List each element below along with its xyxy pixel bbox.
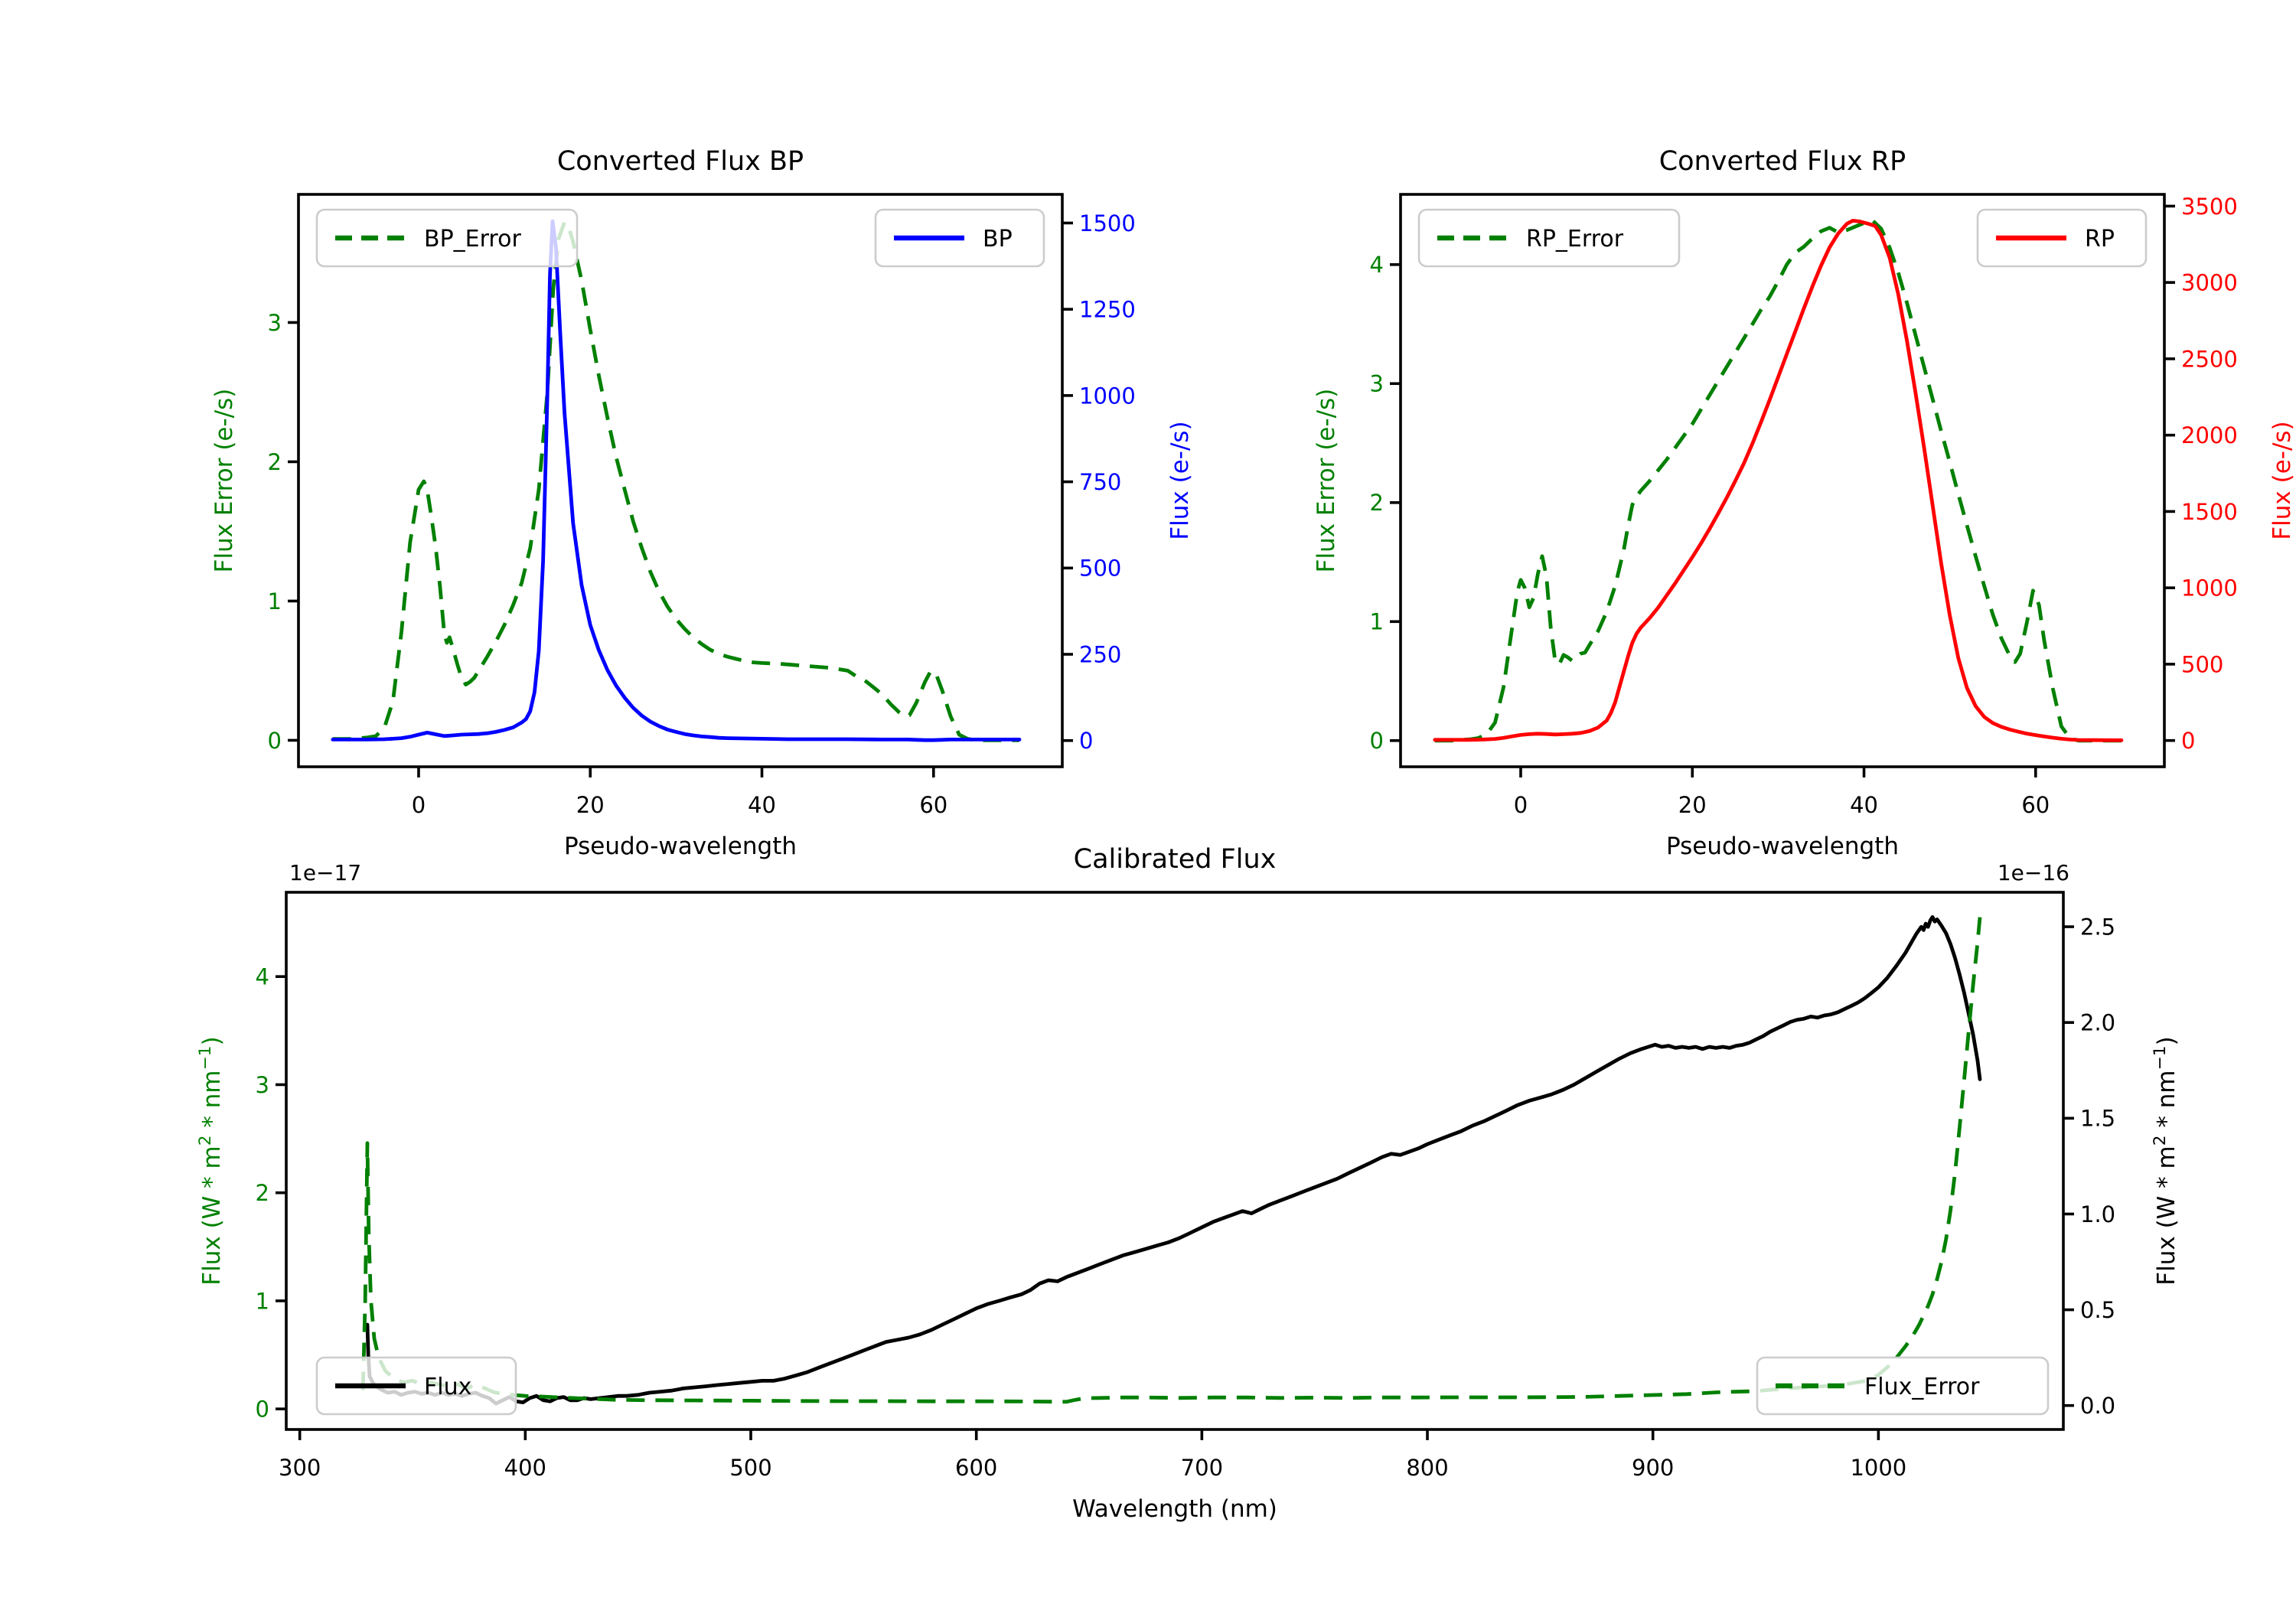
converted-flux-rp-ylabel-left: Flux Error (e-/s): [1313, 389, 1340, 573]
subplot-calibrated-flux: 300 400 500 600 700 800 900 1000 0 1 2 3 4 Flux (W * …: [196, 844, 2180, 1523]
x-tick-label: 600: [955, 1455, 997, 1481]
x-tick-label: 1000: [1850, 1455, 1906, 1481]
y-tick-label: 0.0: [2080, 1393, 2115, 1419]
x-tick-label: 20: [1678, 792, 1707, 818]
legend-box-BP_Error: [315, 208, 579, 268]
x-tick-label: 40: [1850, 792, 1878, 818]
legend-box-RP_Error: [1417, 208, 1681, 268]
y-tick-label: 4: [256, 964, 269, 990]
y-tick-label: 2.0: [2080, 1010, 2115, 1036]
y-tick-label: 500: [2181, 651, 2223, 677]
y-tick-label: 2000: [2181, 422, 2238, 448]
x-tick-label: 400: [504, 1455, 546, 1481]
y-tick-label: 2: [1370, 490, 1384, 516]
calibrated-flux-ylabel-left: Flux (W * m2 * nm−1): [196, 1036, 226, 1285]
converted-flux-bp-xlabel: Pseudo-wavelength: [564, 833, 797, 860]
subplot-converted-flux-rp: 0 20 40 60 0 1 2 3 4 Flux Error (e-/s) 0 500 1000 150…: [1313, 146, 2296, 860]
calibrated-flux-frame: [285, 891, 2065, 1431]
x-tick-label: 0: [1514, 792, 1528, 818]
y-tick-label: 0: [2181, 728, 2195, 754]
y-tick-label: 0: [1370, 728, 1384, 754]
converted-flux-rp-title: Converted Flux RP: [1659, 146, 1906, 177]
y-tick-label: 1000: [1079, 383, 1136, 409]
series-Flux: [365, 915, 1982, 1406]
converted-flux-bp-title: Converted Flux BP: [557, 146, 804, 177]
legend-box-Flux: [315, 1356, 517, 1416]
y-tick-label: 1500: [2181, 499, 2238, 525]
x-tick-label: 900: [1632, 1455, 1674, 1481]
calibrated-flux-ylabel-right: Flux (W * m2 * nm−1): [2151, 1036, 2180, 1285]
y-tick-label: 2.5: [2080, 914, 2115, 940]
series-RP: [1433, 218, 2124, 742]
converted-flux-bp-frame: [297, 193, 1064, 768]
y-tick-label: 750: [1079, 469, 1121, 495]
converted-flux-bp-ylabel-right: Flux (e-/s): [1166, 421, 1194, 539]
x-tick-label: 40: [748, 792, 776, 818]
y-tick-label: 1250: [1079, 297, 1136, 323]
converted-flux-rp-ylabel-right: Flux (e-/s): [2268, 421, 2296, 539]
y-tick-label: 1: [268, 588, 282, 614]
legend-label-RP: RP: [2085, 226, 2115, 253]
y-tick-label: 1: [256, 1288, 269, 1314]
series-BP: [331, 219, 1022, 742]
series-BP_Error: [332, 220, 1019, 742]
calibrated-flux-offset-left: 1e−17: [289, 860, 361, 885]
y-tick-label: 2: [256, 1180, 269, 1206]
y-tick-label: 3: [268, 310, 282, 336]
y-tick-label: 1: [1370, 609, 1384, 635]
series-RP_Error: [1434, 218, 2122, 743]
calibrated-flux-offset-right: 1e−16: [1998, 860, 2069, 885]
subplot-converted-flux-bp: 0 20 40 60 0 1 2 3 Flux Error (e-/s) 0 250 500 750 10…: [210, 146, 1194, 860]
x-tick-label: 0: [412, 792, 426, 818]
y-tick-label: 4: [1370, 252, 1384, 278]
legend-label-RP_Error: RP_Error: [1526, 226, 1624, 253]
y-tick-label: 0.5: [2080, 1297, 2115, 1323]
converted-flux-rp-frame: [1399, 193, 2166, 768]
legend-label-Flux_Error: Flux_Error: [1864, 1374, 1980, 1400]
calibrated-flux-xlabel: Wavelength (nm): [1072, 1495, 1277, 1523]
x-tick-label: 300: [279, 1455, 321, 1481]
converted-flux-rp-xlabel: Pseudo-wavelength: [1666, 833, 1899, 860]
y-tick-label: 1.5: [2080, 1106, 2115, 1132]
calibrated-flux-title: Calibrated Flux: [1074, 844, 1277, 875]
y-tick-label: 3: [1370, 371, 1384, 397]
y-tick-label: 3: [256, 1072, 269, 1098]
legend-label-BP_Error: BP_Error: [424, 226, 521, 253]
x-tick-label: 20: [576, 792, 605, 818]
y-tick-label: 0: [268, 728, 282, 754]
x-tick-label: 800: [1406, 1455, 1448, 1481]
y-tick-label: 0: [1079, 728, 1093, 754]
legend-box-Flux_Error: [1756, 1356, 2050, 1416]
y-tick-label: 1500: [1079, 210, 1136, 236]
x-tick-label: 60: [2021, 792, 2050, 818]
x-tick-label: 700: [1181, 1455, 1223, 1481]
y-tick-label: 250: [1079, 641, 1121, 667]
y-tick-label: 2500: [2181, 346, 2238, 372]
y-tick-label: 1.0: [2080, 1201, 2115, 1227]
y-tick-label: 3000: [2181, 270, 2238, 296]
y-tick-label: 2: [268, 449, 282, 475]
y-tick-label: 500: [1079, 556, 1121, 582]
y-tick-label: 3500: [2181, 194, 2238, 220]
y-tick-label: 0: [256, 1397, 269, 1423]
x-tick-label: 500: [729, 1455, 771, 1481]
y-tick-label: 1000: [2181, 575, 2238, 601]
legend-label-Flux: Flux: [424, 1374, 471, 1400]
legend-label-BP: BP: [983, 226, 1013, 253]
series-Flux_Error: [360, 917, 1982, 1404]
x-tick-label: 60: [919, 792, 947, 818]
converted-flux-bp-ylabel-left: Flux Error (e-/s): [210, 389, 238, 573]
